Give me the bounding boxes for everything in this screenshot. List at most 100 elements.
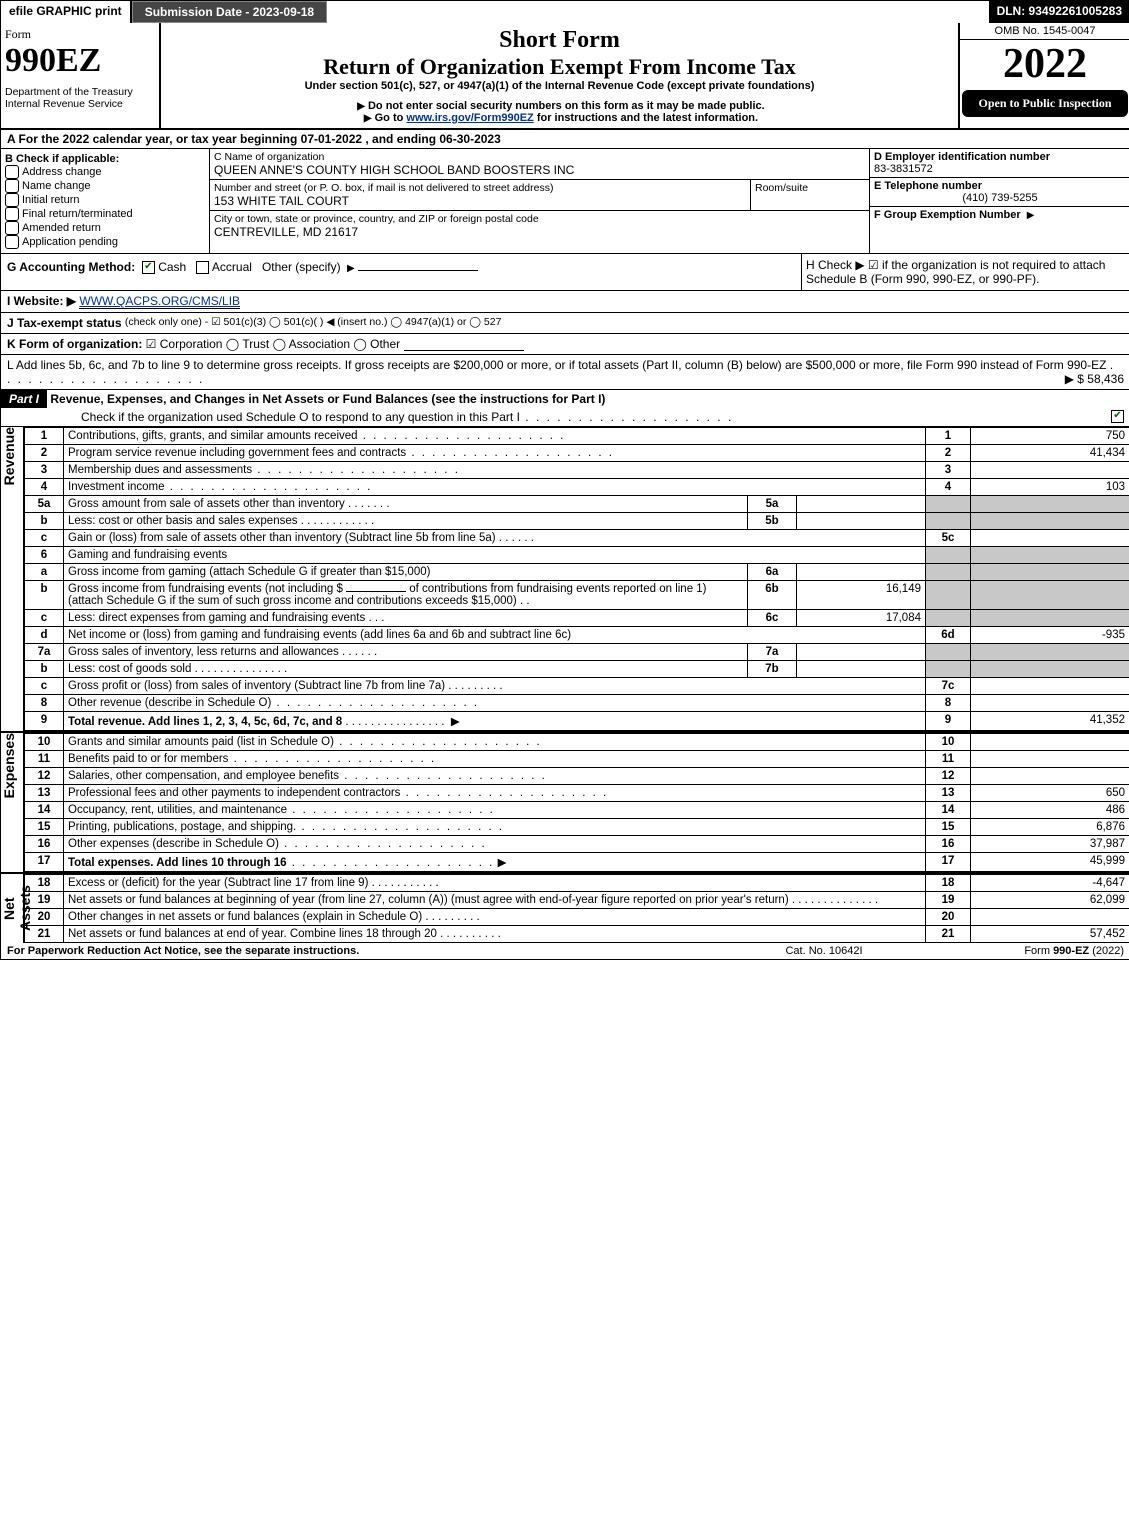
amount-cell xyxy=(971,909,1129,926)
line-text: Gross profit or (loss) from sales of inv… xyxy=(68,680,445,692)
box-l-text: L Add lines 5b, 6c, and 7b to line 9 to … xyxy=(7,358,1106,372)
amount-cell: 103 xyxy=(971,479,1129,496)
checkbox-schedule-o[interactable] xyxy=(1111,410,1124,423)
table-row: 18Excess or (deficit) for the year (Subt… xyxy=(25,875,1129,892)
revenue-sidelabel: Revenue xyxy=(1,427,23,485)
box-k-label: K Form of organization: xyxy=(7,337,142,351)
subtitle: Under section 501(c), 527, or 4947(a)(1)… xyxy=(169,80,950,92)
subamount-cell: 17,084 xyxy=(797,610,926,627)
amount-cell xyxy=(971,678,1129,695)
amount-cell: 57,452 xyxy=(971,926,1129,943)
table-row: 6Gaming and fundraising events xyxy=(25,547,1129,564)
label-street: Number and street (or P. O. box, if mail… xyxy=(214,182,746,194)
line-text: Gaming and fundraising events xyxy=(64,547,926,564)
omb-number: OMB No. 1545-0047 xyxy=(960,23,1129,40)
table-row: bGross income from fundraising events (n… xyxy=(25,581,1129,610)
line-text: Other changes in net assets or fund bala… xyxy=(68,911,422,923)
bcdef-block: B Check if applicable: Address change Na… xyxy=(1,149,1129,254)
website-value[interactable]: WWW.QACPS.ORG/CMS/LIB xyxy=(79,294,240,309)
subamount-cell: 16,149 xyxy=(797,581,926,610)
checkbox-cash[interactable] xyxy=(142,261,155,274)
other-org-input[interactable] xyxy=(404,337,524,351)
subamount-cell xyxy=(797,496,926,513)
cb-label: Initial return xyxy=(22,194,79,206)
checkbox-amended-return[interactable] xyxy=(5,221,19,235)
cb-label: Application pending xyxy=(22,236,118,248)
amount-cell: 650 xyxy=(971,785,1129,802)
grey-cell xyxy=(971,496,1129,513)
city-state-zip: CENTREVILLE, MD 21617 xyxy=(214,225,865,239)
org-name: QUEEN ANNE'S COUNTY HIGH SCHOOL BAND BOO… xyxy=(214,163,865,177)
label-phone: E Telephone number xyxy=(874,180,1126,192)
expenses-sidelabel: Expenses xyxy=(1,733,23,798)
table-row: cLess: direct expenses from gaming and f… xyxy=(25,610,1129,627)
amount-cell xyxy=(971,734,1129,751)
checkbox-accrual[interactable] xyxy=(196,261,209,274)
checkbox-final-return[interactable] xyxy=(5,207,19,221)
amount-cell xyxy=(971,751,1129,768)
row-j: J Tax-exempt status (check only one) - ☑… xyxy=(1,313,1129,334)
section-a-tax-year: A For the 2022 calendar year, or tax yea… xyxy=(1,130,1129,149)
arrow-icon xyxy=(361,112,375,124)
row-l: L Add lines 5b, 6c, and 7b to line 9 to … xyxy=(1,355,1129,390)
expenses-section: Expenses 10Grants and similar amounts pa… xyxy=(1,731,1129,872)
line-text: Other expenses (describe in Schedule O) xyxy=(68,838,279,850)
amount-cell: -4,647 xyxy=(971,875,1129,892)
cash-label: Cash xyxy=(158,260,186,274)
form-header: Form 990EZ Department of the Treasury In… xyxy=(1,23,1129,130)
short-form-title: Short Form xyxy=(169,27,950,54)
table-row: 14Occupancy, rent, utilities, and mainte… xyxy=(25,802,1129,819)
header-right: OMB No. 1545-0047 2022 Open to Public In… xyxy=(958,23,1129,128)
cb-label: Amended return xyxy=(22,222,101,234)
row-k: K Form of organization: ☑ Corporation ◯ … xyxy=(1,334,1129,355)
other-specify-input[interactable] xyxy=(358,270,478,271)
footer-formref: Form 990-EZ (2022) xyxy=(924,945,1124,957)
checkbox-initial-return[interactable] xyxy=(5,193,19,207)
amount-cell xyxy=(971,695,1129,712)
amount-cell: 750 xyxy=(971,428,1129,445)
line-text: Occupancy, rent, utilities, and maintena… xyxy=(68,804,287,816)
efile-print-label[interactable]: efile GRAPHIC print xyxy=(1,1,132,23)
cb-label: Address change xyxy=(22,166,102,178)
label-group-exemption: F Group Exemption Number xyxy=(874,209,1021,221)
line-text: Less: cost or other basis and sales expe… xyxy=(68,515,298,527)
table-row: 20Other changes in net assets or fund ba… xyxy=(25,909,1129,926)
table-row: 3Membership dues and assessments3 xyxy=(25,462,1129,479)
line-text: Gross income from gaming (attach Schedul… xyxy=(68,566,430,578)
table-row: 10Grants and similar amounts paid (list … xyxy=(25,734,1129,751)
line-text: Grants and similar amounts paid (list in… xyxy=(68,736,334,748)
amount-cell xyxy=(971,768,1129,785)
table-row: 2Program service revenue including gover… xyxy=(25,445,1129,462)
box-b: B Check if applicable: Address change Na… xyxy=(1,149,210,253)
table-row: 11Benefits paid to or for members11 xyxy=(25,751,1129,768)
netassets-table: 18Excess or (deficit) for the year (Subt… xyxy=(24,874,1129,943)
amount-cell xyxy=(971,530,1129,547)
table-row: 16Other expenses (describe in Schedule O… xyxy=(25,836,1129,853)
box-j-rest: (check only one) - ☑ 501(c)(3) ◯ 501(c)(… xyxy=(125,316,502,330)
checkbox-name-change[interactable] xyxy=(5,179,19,193)
table-row: 19Net assets or fund balances at beginni… xyxy=(25,892,1129,909)
box-k-rest: ☑ Corporation ◯ Trust ◯ Association ◯ Ot… xyxy=(146,337,400,351)
dept-label: Department of the Treasury Internal Reve… xyxy=(5,86,155,110)
amount-cell: 6,876 xyxy=(971,819,1129,836)
dln-number: DLN: 93492261005283 xyxy=(989,1,1129,23)
contrib-amount-input[interactable] xyxy=(346,591,406,592)
irs-link[interactable]: www.irs.gov/Form990EZ xyxy=(406,112,533,124)
checkbox-application-pending[interactable] xyxy=(5,235,19,249)
form-word: Form xyxy=(5,27,31,41)
checkbox-address-change[interactable] xyxy=(5,165,19,179)
phone-value: (410) 739-5255 xyxy=(874,192,1126,204)
netassets-sidelabel: Net Assets xyxy=(1,874,23,943)
line-text: Total revenue. Add lines 1, 2, 3, 4, 5c,… xyxy=(68,716,342,728)
table-row: 5aGross amount from sale of assets other… xyxy=(25,496,1129,513)
label-room: Room/suite xyxy=(755,182,865,194)
line-text: Excess or (deficit) for the year (Subtra… xyxy=(68,877,368,889)
subamount-cell xyxy=(797,644,926,661)
netassets-section: Net Assets 18Excess or (deficit) for the… xyxy=(1,872,1129,943)
box-def: D Employer identification number 83-3831… xyxy=(869,149,1129,253)
revenue-sidelabel-cell: Revenue xyxy=(1,427,24,731)
line-text: Salaries, other compensation, and employ… xyxy=(68,770,339,782)
part1-sub: Check if the organization used Schedule … xyxy=(81,410,520,424)
table-row: 13Professional fees and other payments t… xyxy=(25,785,1129,802)
line-text: Printing, publications, postage, and shi… xyxy=(68,821,296,833)
